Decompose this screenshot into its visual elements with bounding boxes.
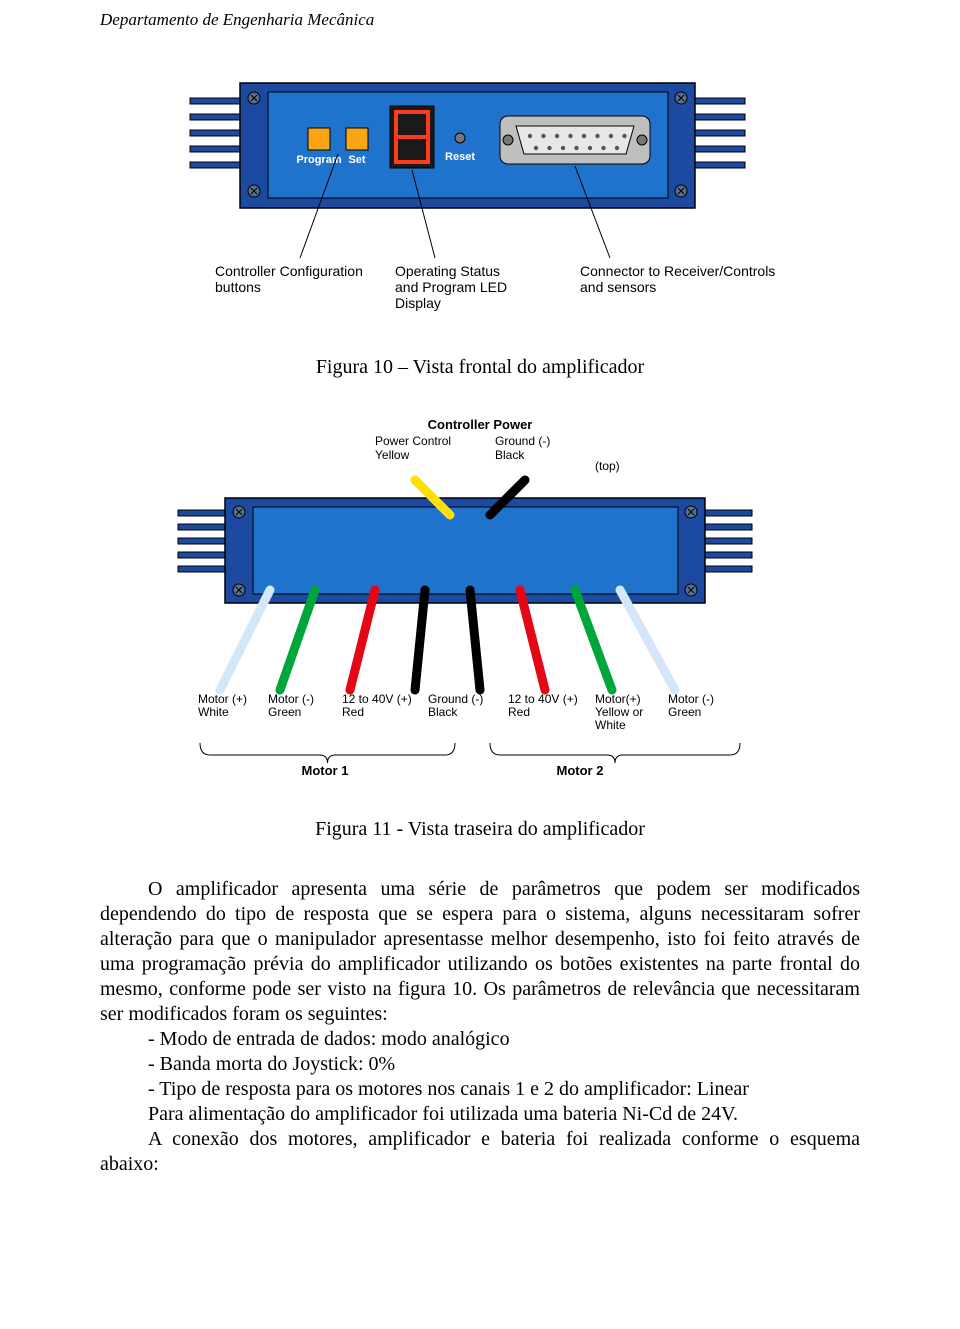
- svg-text:Program: Program: [296, 154, 341, 166]
- svg-text:Motor (+): Motor (+): [198, 692, 247, 706]
- svg-text:Ground (-): Ground (-): [495, 434, 550, 448]
- svg-text:Set: Set: [348, 154, 365, 166]
- svg-text:12 to 40V (+): 12 to 40V (+): [342, 692, 412, 706]
- svg-text:12 to 40V (+): 12 to 40V (+): [508, 692, 578, 706]
- paragraph-3: A conexão dos motores, amplificador e ba…: [100, 1127, 860, 1177]
- bullet-3: - Tipo de resposta para os motores nos c…: [100, 1077, 860, 1102]
- svg-text:Display: Display: [395, 295, 441, 311]
- svg-text:and sensors: and sensors: [580, 279, 656, 295]
- figure-11-svg: Controller Power Power ControlYellow Groun…: [150, 415, 810, 800]
- svg-text:Connector to Receiver/Controls: Connector to Receiver/Controls: [580, 263, 775, 279]
- svg-text:Power Control: Power Control: [375, 434, 451, 448]
- svg-text:Motor (-): Motor (-): [268, 692, 314, 706]
- svg-text:Green: Green: [268, 705, 301, 719]
- bullet-1: - Modo de entrada de dados: modo analógi…: [100, 1027, 860, 1052]
- svg-text:Reset: Reset: [445, 151, 475, 163]
- svg-text:buttons: buttons: [215, 279, 261, 295]
- figure-10-caption: Figura 10 – Vista frontal do amplificado…: [316, 356, 644, 379]
- svg-text:Controller Configuration: Controller Configuration: [215, 263, 363, 279]
- svg-text:Controller Power: Controller Power: [428, 417, 533, 432]
- svg-text:Yellow: Yellow: [375, 448, 410, 462]
- svg-text:Black: Black: [428, 705, 458, 719]
- paragraph-2: Para alimentação do amplificador foi uti…: [100, 1102, 860, 1127]
- figure-10: Program Set Reset Controller Configurationb…: [100, 58, 860, 397]
- svg-text:Motor 1: Motor 1: [302, 763, 349, 778]
- figure-10-svg: Program Set Reset Controller Configurationb…: [150, 58, 810, 338]
- paragraph-1: O amplificador apresenta uma série de pa…: [100, 877, 860, 1027]
- svg-text:White: White: [198, 705, 229, 719]
- figure-11-caption: Figura 11 - Vista traseira do amplificad…: [315, 818, 645, 841]
- svg-text:Motor(+): Motor(+): [595, 692, 641, 706]
- svg-text:Black: Black: [495, 448, 525, 462]
- svg-text:and Program LED: and Program LED: [395, 279, 507, 295]
- svg-text:White: White: [595, 718, 626, 732]
- svg-text:Green: Green: [668, 705, 701, 719]
- svg-text:Operating Status: Operating Status: [395, 263, 500, 279]
- body-text: O amplificador apresenta uma série de pa…: [100, 877, 860, 1177]
- svg-text:Red: Red: [508, 705, 530, 719]
- svg-text:Yellow or: Yellow or: [595, 705, 643, 719]
- svg-text:Red: Red: [342, 705, 364, 719]
- department-header: Departamento de Engenharia Mecânica: [100, 10, 860, 30]
- svg-text:Ground (-): Ground (-): [428, 692, 483, 706]
- figure-11: Controller Power Power ControlYellow Groun…: [100, 415, 860, 859]
- svg-text:Motor 2: Motor 2: [557, 763, 604, 778]
- svg-text:(top): (top): [595, 459, 620, 473]
- bullet-2: - Banda morta do Joystick: 0%: [100, 1052, 860, 1077]
- svg-text:Motor (-): Motor (-): [668, 692, 714, 706]
